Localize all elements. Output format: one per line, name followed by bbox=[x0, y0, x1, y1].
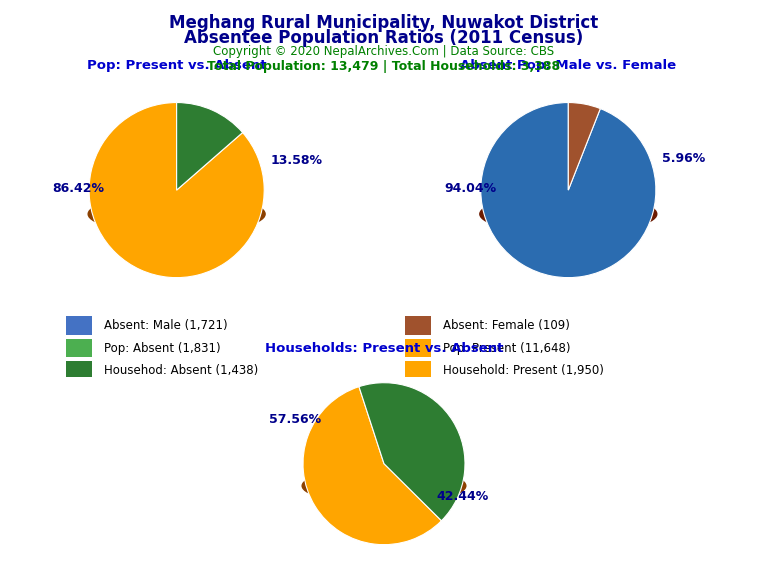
Bar bbox=[66, 361, 92, 380]
Text: Absent: Female (109): Absent: Female (109) bbox=[442, 319, 570, 332]
Wedge shape bbox=[89, 103, 264, 278]
Ellipse shape bbox=[88, 195, 265, 233]
Bar bbox=[405, 361, 431, 380]
Text: 5.96%: 5.96% bbox=[662, 152, 706, 165]
Title: Absent Pop: Male vs. Female: Absent Pop: Male vs. Female bbox=[460, 59, 677, 73]
Wedge shape bbox=[481, 103, 656, 278]
Text: 57.56%: 57.56% bbox=[269, 413, 321, 426]
Text: 94.04%: 94.04% bbox=[444, 182, 496, 195]
Text: Pop: Absent (1,831): Pop: Absent (1,831) bbox=[104, 342, 220, 355]
Text: 42.44%: 42.44% bbox=[437, 490, 489, 503]
Title: Pop: Present vs. Absent: Pop: Present vs. Absent bbox=[87, 59, 266, 73]
Wedge shape bbox=[303, 386, 442, 545]
Text: Meghang Rural Municipality, Nuwakot District: Meghang Rural Municipality, Nuwakot Dist… bbox=[170, 14, 598, 32]
Bar bbox=[405, 316, 431, 335]
Bar bbox=[66, 339, 92, 357]
Text: Copyright © 2020 NepalArchives.Com | Data Source: CBS: Copyright © 2020 NepalArchives.Com | Dat… bbox=[214, 45, 554, 58]
Text: Househod: Absent (1,438): Househod: Absent (1,438) bbox=[104, 364, 258, 377]
Text: Absent: Male (1,721): Absent: Male (1,721) bbox=[104, 319, 227, 332]
Text: 86.42%: 86.42% bbox=[52, 182, 104, 195]
Title: Households: Present vs. Absent: Households: Present vs. Absent bbox=[265, 342, 503, 355]
Text: 13.58%: 13.58% bbox=[270, 154, 323, 167]
Wedge shape bbox=[177, 103, 243, 190]
Text: Pop: Present (11,648): Pop: Present (11,648) bbox=[442, 342, 571, 355]
Wedge shape bbox=[568, 103, 601, 190]
Text: Absentee Population Ratios (2011 Census): Absentee Population Ratios (2011 Census) bbox=[184, 29, 584, 47]
Text: Total Population: 13,479 | Total Households: 3,388: Total Population: 13,479 | Total Househo… bbox=[207, 60, 561, 73]
Bar bbox=[405, 339, 431, 357]
Bar bbox=[66, 316, 92, 335]
Text: Household: Present (1,950): Household: Present (1,950) bbox=[442, 364, 604, 377]
Wedge shape bbox=[359, 382, 465, 521]
Ellipse shape bbox=[480, 195, 657, 233]
Ellipse shape bbox=[302, 468, 466, 504]
